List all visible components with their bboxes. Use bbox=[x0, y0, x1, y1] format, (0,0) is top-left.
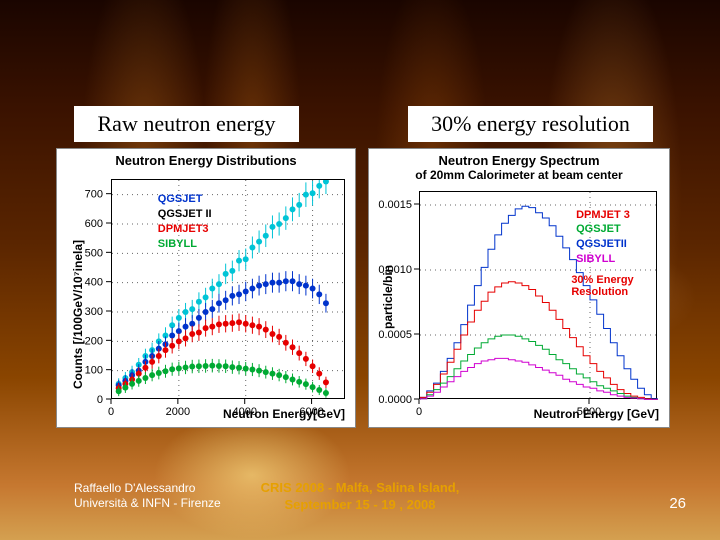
svg-text:0.0005: 0.0005 bbox=[378, 329, 412, 341]
left-chart-caption: Raw neutron energy bbox=[74, 106, 299, 142]
page-number: 26 bbox=[669, 495, 686, 512]
footer-conf-line2: September 15 - 19 , 2008 bbox=[0, 497, 720, 514]
right-chart-ylabel: particle/bin bbox=[381, 265, 395, 329]
svg-text:2000: 2000 bbox=[166, 406, 190, 418]
svg-text:200: 200 bbox=[85, 335, 103, 347]
svg-text:100: 100 bbox=[85, 365, 103, 377]
right-chart-xlabel: Neutron Energy [GeV] bbox=[534, 407, 659, 421]
left-chart: Neutron Energy Distributions Counts [/10… bbox=[56, 148, 356, 428]
svg-text:700: 700 bbox=[85, 189, 103, 201]
svg-text:400: 400 bbox=[85, 277, 103, 289]
left-chart-xlabel: Neutron Energy[GeV] bbox=[223, 407, 345, 421]
svg-text:500: 500 bbox=[85, 247, 103, 259]
left-chart-title: Neutron Energy Distributions bbox=[57, 153, 355, 168]
svg-text:0: 0 bbox=[108, 406, 114, 418]
right-chart-annotation: 30% EnergyResolution bbox=[571, 274, 633, 298]
svg-text:300: 300 bbox=[85, 306, 103, 318]
left-chart-legend: QGSJETQGSJET IIDPMJET3SIBYLL bbox=[158, 192, 212, 251]
right-chart-title-2: of 20mm Calorimeter at beam center bbox=[369, 168, 669, 182]
svg-text:600: 600 bbox=[85, 218, 103, 230]
svg-text:0.0015: 0.0015 bbox=[378, 199, 412, 211]
right-chart-legend: DPMJET 3QGSJETQGSJETIISIBYLL bbox=[576, 208, 630, 267]
footer-conf-line1: CRIS 2008 - Malfa, Salina Island, bbox=[0, 480, 720, 497]
right-chart-title-1: Neutron Energy Spectrum bbox=[369, 153, 669, 168]
left-plot-area bbox=[111, 179, 345, 399]
svg-text:0: 0 bbox=[416, 406, 422, 418]
footer-conference: CRIS 2008 - Malfa, Salina Island, Septem… bbox=[0, 480, 720, 514]
left-chart-ylabel: Counts [/100GeV/10⁷inela] bbox=[71, 240, 85, 389]
slide: st m Raw neutron energy 30% energy resol… bbox=[0, 0, 720, 540]
left-plot-svg bbox=[112, 180, 346, 400]
svg-text:0.0000: 0.0000 bbox=[378, 394, 412, 406]
svg-text:0: 0 bbox=[97, 394, 103, 406]
right-chart-caption: 30% energy resolution bbox=[408, 106, 653, 142]
right-chart: Neutron Energy Spectrum of 20mm Calorime… bbox=[368, 148, 670, 428]
